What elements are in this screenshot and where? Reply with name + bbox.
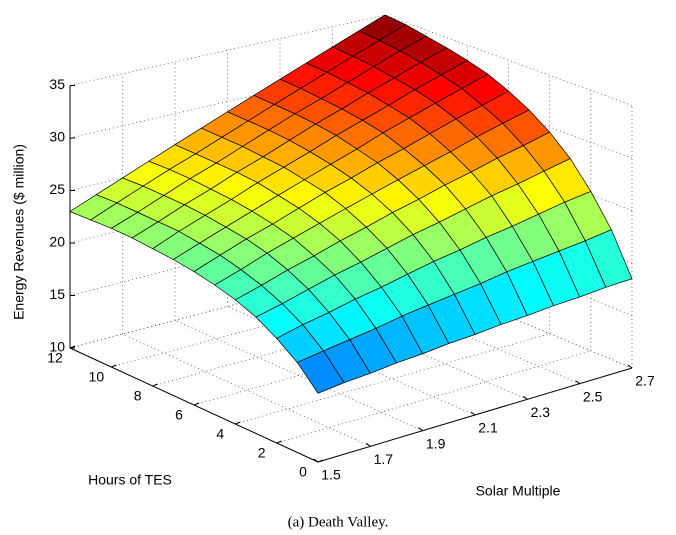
x-tick-label: 1.7	[374, 451, 394, 467]
y-tick-label: 2	[258, 445, 266, 461]
y-tick	[152, 383, 158, 387]
y-tick-label: 6	[175, 407, 183, 423]
x-tick	[627, 364, 633, 369]
grid-line	[69, 14, 386, 86]
z-tick-label: 25	[49, 181, 65, 197]
grid-line	[384, 264, 633, 369]
x-tick	[418, 427, 423, 432]
y-tick-label: 0	[299, 464, 307, 480]
x-axis-label: Solar Multiple	[476, 483, 561, 499]
x-tick-label: 2.7	[635, 373, 655, 389]
z-tick-label: 30	[49, 129, 65, 145]
x-tick-label: 1.5	[321, 467, 341, 483]
x-tick-label: 2.3	[531, 404, 551, 420]
grid-line	[276, 350, 591, 444]
caption: (a) Death Valley.	[288, 514, 389, 530]
surface-cell	[296, 350, 345, 394]
y-tick	[276, 440, 282, 444]
grid-line	[235, 333, 550, 425]
x-tick-label: 2.5	[583, 388, 603, 404]
z-tick-label: 20	[49, 234, 65, 250]
x-tick	[366, 442, 371, 447]
y-tick-label: 12	[47, 350, 63, 366]
y-axis-label: Hours of TES	[88, 472, 172, 488]
y-tick	[111, 364, 117, 368]
x-tick	[313, 458, 319, 463]
y-tick-label: 10	[89, 369, 105, 385]
y-tick-label: 4	[216, 426, 224, 442]
z-tick-label: 10	[49, 339, 65, 355]
z-tick-label: 15	[49, 286, 65, 302]
x-tick	[470, 411, 476, 416]
z-axis-label: Energy Revenues ($ million)	[11, 144, 27, 320]
surface	[69, 14, 633, 394]
axes-layer: 1.51.71.92.12.32.52.70246810121015202530…	[47, 76, 655, 483]
x-tick-label: 1.9	[426, 435, 446, 451]
grid-line	[122, 333, 371, 447]
y-tick	[317, 459, 324, 463]
x-tick	[523, 395, 528, 400]
grid-line	[384, 214, 633, 316]
x-tick	[575, 380, 580, 385]
y-tick	[235, 421, 241, 425]
y-tick	[193, 402, 200, 406]
z-tick-label: 35	[49, 76, 65, 92]
y-tick-label: 8	[134, 388, 142, 404]
x-tick-label: 2.1	[478, 420, 498, 436]
